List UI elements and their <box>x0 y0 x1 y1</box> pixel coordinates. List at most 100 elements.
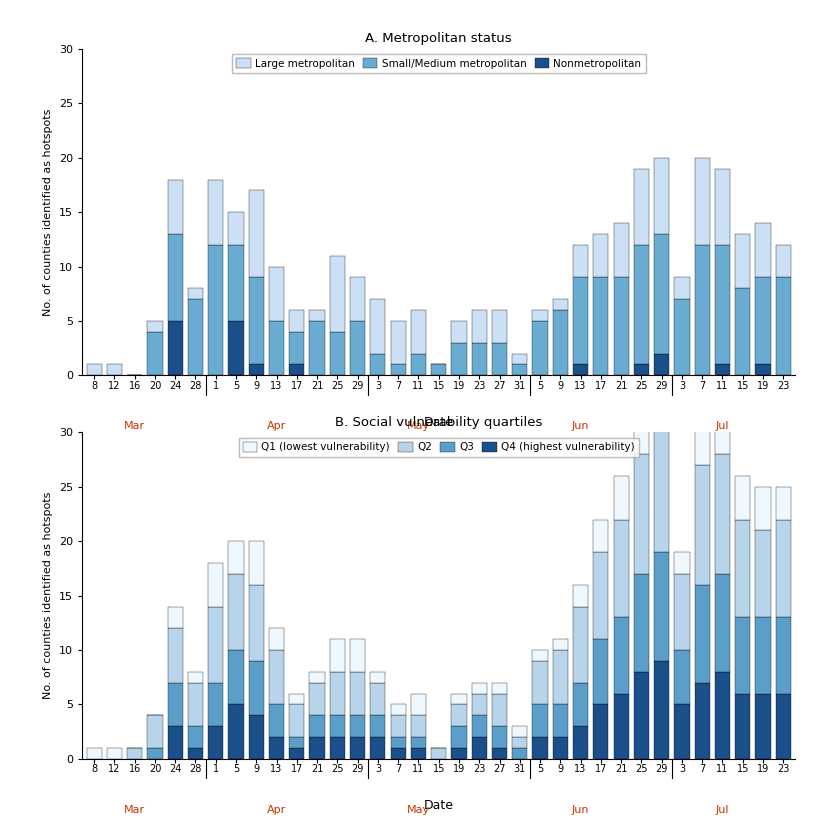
Bar <box>208 726 223 759</box>
Bar <box>248 365 264 375</box>
Title: B. Social vulnerability quartiles: B. Social vulnerability quartiles <box>335 415 541 428</box>
Bar <box>269 650 284 704</box>
Bar <box>410 737 426 748</box>
Bar <box>714 574 729 672</box>
Bar <box>572 683 587 726</box>
Bar <box>552 310 568 375</box>
Text: May: May <box>406 421 429 431</box>
Bar <box>370 716 385 737</box>
Bar <box>147 321 162 332</box>
Bar <box>633 389 648 455</box>
Bar <box>471 683 486 694</box>
Bar <box>734 476 749 520</box>
Bar <box>188 299 203 375</box>
Bar <box>734 288 749 375</box>
Bar <box>450 748 466 759</box>
Bar <box>390 321 405 365</box>
Bar <box>572 726 587 759</box>
Bar <box>167 628 183 683</box>
Bar <box>370 672 385 683</box>
Bar <box>289 332 304 365</box>
Bar <box>167 726 183 759</box>
Bar <box>633 365 648 375</box>
Bar <box>289 737 304 748</box>
Bar <box>350 639 364 672</box>
Bar <box>633 169 648 245</box>
Bar <box>269 267 284 321</box>
Text: Mar: Mar <box>124 421 145 431</box>
Text: Apr: Apr <box>267 805 286 814</box>
Bar <box>673 299 689 375</box>
Bar <box>248 190 264 277</box>
Bar <box>410 694 426 716</box>
Bar <box>329 255 345 332</box>
Bar <box>350 321 364 375</box>
Bar <box>572 277 587 365</box>
Bar <box>532 650 547 661</box>
Bar <box>167 180 183 234</box>
Bar <box>654 552 668 661</box>
Y-axis label: No. of counties identified as hotspots: No. of counties identified as hotspots <box>43 492 53 699</box>
Bar <box>714 389 729 455</box>
Bar <box>552 639 568 650</box>
Bar <box>370 353 385 375</box>
Bar <box>654 157 668 234</box>
Bar <box>329 332 345 375</box>
Bar <box>329 737 345 759</box>
Bar <box>654 422 668 552</box>
Bar <box>673 574 689 650</box>
Bar <box>673 704 689 759</box>
Bar <box>694 585 709 683</box>
Bar <box>532 704 547 737</box>
Text: Jun: Jun <box>571 421 589 431</box>
Bar <box>410 716 426 737</box>
Bar <box>289 365 304 375</box>
Text: Apr: Apr <box>267 421 286 431</box>
Bar <box>633 245 648 365</box>
Bar <box>572 585 587 606</box>
Bar <box>592 520 608 552</box>
Bar <box>754 487 770 530</box>
Title: A. Metropolitan status: A. Metropolitan status <box>365 32 511 45</box>
Bar <box>208 180 223 245</box>
Bar <box>127 748 143 759</box>
Bar <box>714 245 729 365</box>
Bar <box>654 353 668 375</box>
Bar <box>754 277 770 365</box>
Bar <box>775 245 790 277</box>
Bar <box>147 332 162 375</box>
Bar <box>694 410 709 465</box>
Bar <box>167 606 183 628</box>
Bar <box>229 574 243 650</box>
Bar <box>775 694 790 759</box>
Bar <box>188 683 203 726</box>
Bar <box>572 606 587 683</box>
Bar <box>512 365 527 375</box>
Text: Jul: Jul <box>715 805 728 814</box>
Legend: Large metropolitan, Small/Medium metropolitan, Nonmetropolitan: Large metropolitan, Small/Medium metropo… <box>232 54 645 73</box>
Text: Jul: Jul <box>715 421 728 431</box>
Bar <box>208 606 223 683</box>
Bar <box>309 672 324 683</box>
Bar <box>431 748 446 759</box>
Bar <box>309 683 324 716</box>
Bar <box>754 618 770 694</box>
Bar <box>329 639 345 672</box>
Bar <box>532 321 547 375</box>
Bar <box>390 716 405 737</box>
Bar <box>390 704 405 716</box>
Bar <box>309 716 324 737</box>
Bar <box>775 520 790 618</box>
Bar <box>775 277 790 375</box>
Bar <box>390 365 405 375</box>
Bar <box>248 661 264 716</box>
Bar <box>633 455 648 574</box>
Bar <box>734 618 749 694</box>
Bar <box>147 716 162 748</box>
Bar <box>410 310 426 353</box>
Bar <box>512 726 527 737</box>
Y-axis label: No. of counties identified as hotspots: No. of counties identified as hotspots <box>43 109 53 316</box>
Bar <box>450 726 466 748</box>
Bar <box>248 585 264 661</box>
Bar <box>532 310 547 321</box>
